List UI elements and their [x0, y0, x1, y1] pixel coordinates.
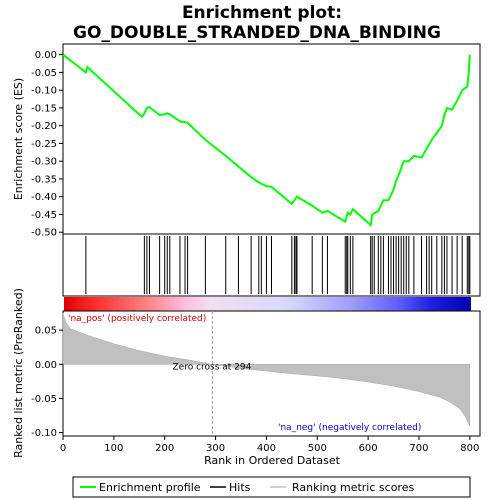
x-tick-label: 300: [206, 443, 225, 454]
es-y-tick-label: -0.50: [31, 228, 57, 239]
x-axis-label: Rank in Ordered Dataset: [204, 454, 341, 467]
metric-y-tick-label: 0.05: [35, 326, 57, 337]
es-y-tick-label: -0.15: [31, 103, 57, 114]
zero-cross-label: Zero cross at 294: [173, 362, 252, 372]
rank-color-bar: [64, 297, 471, 311]
x-tick-label: 0: [60, 443, 66, 454]
chart-title-line2: GO_DOUBLE_STRANDED_DNA_BINDING: [73, 23, 441, 43]
es-panel-frame: [62, 43, 481, 235]
negative-correlation-label: 'na_neg' (negatively correlated): [278, 423, 421, 433]
enrichment-profile-line: [62, 53, 471, 228]
x-tick-label: 600: [359, 443, 378, 454]
es-y-tick-label: -0.05: [31, 68, 57, 79]
es-y-axis-label: Enrichment score (ES): [12, 78, 25, 200]
legend-profile-label: Enrichment profile: [99, 481, 201, 494]
metric-y-axis-label: Ranked list metric (PreRanked): [12, 288, 25, 458]
rank-color-bar-rect: [64, 297, 471, 311]
ranking-metric-area: [62, 312, 471, 426]
es-y-tick-label: -0.20: [31, 121, 57, 132]
x-tick-label: 700: [409, 443, 428, 454]
es-y-ticks: 0.00 -0.05 -0.10 -0.15 -0.20 -0.25 -0.30 -0.35 -…: [31, 50, 63, 239]
x-tick-label: 400: [257, 443, 276, 454]
es-y-tick-label: -0.40: [31, 192, 57, 203]
metric-y-ticks: 0.05 0.00 -0.05 -0.10: [31, 326, 63, 439]
es-y-tick-label: 0.00: [35, 50, 57, 61]
metric-y-tick-label: -0.05: [31, 394, 57, 405]
x-tick-label: 500: [308, 443, 327, 454]
es-y-tick-label: -0.30: [31, 157, 57, 168]
metric-y-tick-label: -0.10: [31, 428, 57, 439]
es-panel: 0.00 -0.05 -0.10 -0.15 -0.20 -0.25 -0.30 -0.35 -…: [12, 43, 481, 239]
hit-markers: [85, 236, 471, 294]
x-tick-label: 200: [155, 443, 174, 454]
metric-y-tick-label: 0.00: [35, 360, 57, 371]
es-y-tick-label: -0.45: [31, 210, 57, 221]
chart-title-line1: Enrichment plot:: [182, 3, 342, 23]
es-y-tick-label: -0.10: [31, 86, 57, 97]
positive-correlation-label: 'na_pos' (positively correlated): [68, 314, 206, 324]
legend-metric-label: Ranking metric scores: [292, 481, 414, 494]
x-tick-label: 800: [460, 443, 479, 454]
legend: Enrichment profile Hits Ranking metric s…: [72, 476, 471, 498]
legend-hits-label: Hits: [229, 481, 251, 494]
hits-panel: [62, 233, 481, 297]
es-y-tick-label: -0.35: [31, 174, 57, 185]
metric-panel: 0.05 0.00 -0.05 -0.10 Zero cross at 294 'na…: [12, 288, 481, 467]
x-axis-ticks: 0 100 200 300 400 500 600 700 800: [60, 436, 479, 454]
es-y-tick-label: -0.25: [31, 139, 57, 150]
x-tick-label: 100: [104, 443, 123, 454]
